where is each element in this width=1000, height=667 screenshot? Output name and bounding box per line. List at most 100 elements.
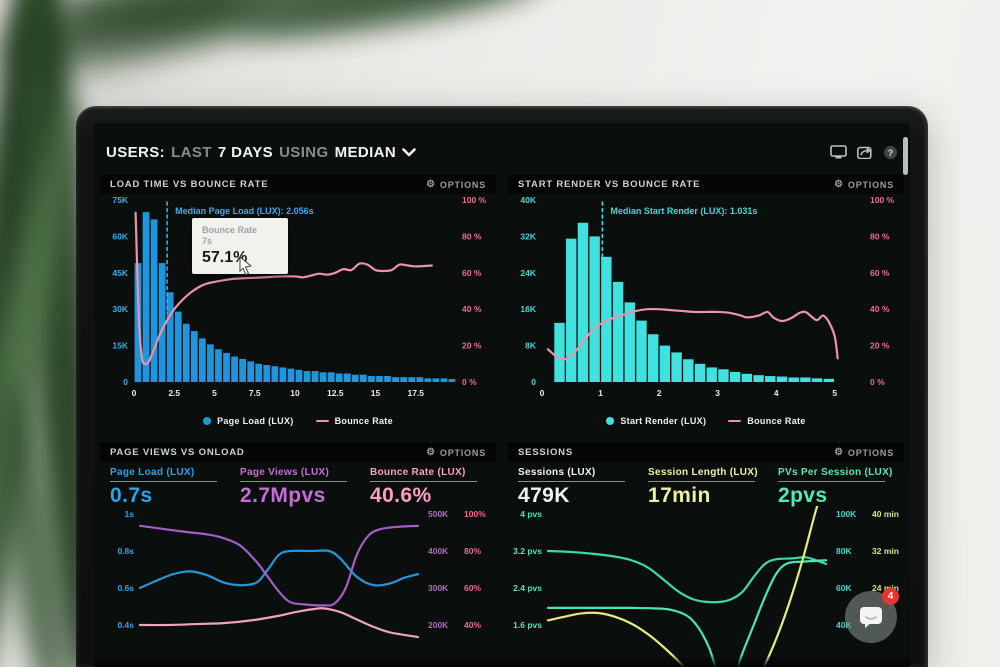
legend-line-icon [315, 419, 329, 423]
chat-button[interactable]: 4 [845, 588, 899, 643]
legend-item[interactable]: Start Render (LUX) [606, 416, 706, 426]
legend: Start Render (LUX) Bounce Rate [508, 411, 904, 431]
metric-label: Bounce Rate (LUX) [370, 467, 466, 478]
panel-title: SESSIONS [518, 447, 573, 458]
laptop-screen: USERS: LAST 7 DAYS USING MEDIAN ? [94, 123, 910, 667]
start-render-chart-canvas: 40K 32K 24K 16K 8K 0 100 % 80 % 60 % 40 % 20 % 0 % 0… [520, 195, 894, 398]
page-views-chart: 1s 0.8s 0.6s 0.4s 500K 100% 400K 80% 300K 60% 200K… [100, 506, 496, 667]
gear-icon: ⚙ [834, 446, 844, 458]
metric-value: 479K [518, 484, 570, 507]
load-time-chart-canvas: 75K 60K 45K 30K 15K 0 100 % 80 % 60 % 40 % 20 % 0 %… [112, 195, 487, 398]
svg-text:1: 1 [598, 388, 603, 398]
metric-session-length: Session Length (LUX) 17min [648, 467, 764, 508]
monitor-icon[interactable] [830, 145, 847, 159]
gear-icon: ⚙ [426, 178, 436, 190]
metric-underline [518, 481, 625, 482]
metrics-row: Sessions (LUX) 479K Session Length (LUX)… [508, 462, 904, 508]
svg-text:0: 0 [123, 377, 128, 387]
svg-text:0 %: 0 % [462, 377, 477, 387]
legend-dot-icon [606, 417, 615, 425]
share-icon[interactable] [857, 145, 873, 159]
svg-text:16K: 16K [520, 304, 536, 314]
svg-text:100 %: 100 % [462, 195, 487, 205]
svg-text:400K: 400K [428, 546, 449, 556]
gear-icon: ⚙ [834, 178, 844, 190]
svg-text:24K: 24K [520, 268, 536, 278]
chat-bubble-icon [860, 607, 882, 628]
svg-text:0 %: 0 % [870, 377, 885, 387]
panel-title: START RENDER VS BOUNCE RATE [518, 179, 701, 190]
svg-text:100K: 100K [836, 509, 857, 519]
panel-title: LOAD TIME VS BOUNCE RATE [110, 179, 269, 190]
plant-leaf [233, 0, 547, 47]
svg-text:4 pvs: 4 pvs [520, 509, 542, 519]
svg-text:20 %: 20 % [462, 341, 482, 351]
svg-text:60K: 60K [112, 231, 128, 241]
options-button[interactable]: ⚙ OPTIONS [834, 178, 894, 190]
svg-text:40K: 40K [520, 195, 536, 205]
title-prefix: USERS: [106, 143, 166, 161]
svg-text:40 %: 40 % [870, 304, 890, 314]
title-muted: USING [279, 143, 329, 161]
svg-text:5: 5 [212, 388, 217, 398]
sessions-chart: 4 pvs 3.2 pvs 2.4 pvs 1.6 pvs 100K 40 min 80K 3… [508, 485, 904, 667]
chat-unread-badge: 4 [882, 588, 899, 605]
svg-text:17.5: 17.5 [407, 388, 424, 398]
svg-text:75K: 75K [112, 195, 128, 205]
options-button[interactable]: ⚙ OPTIONS [834, 446, 894, 458]
svg-text:32 min: 32 min [872, 546, 899, 556]
title-range: 7 DAYS [217, 143, 274, 161]
tooltip-x-value: 7s [202, 236, 213, 247]
panel-start-render-vs-bounce-rate: START RENDER VS BOUNCE RATE ⚙ OPTIONS 40K… [508, 175, 904, 431]
svg-text:20 %: 20 % [870, 341, 890, 351]
scrollbar-thumb[interactable] [903, 137, 908, 175]
svg-text:0.4s: 0.4s [117, 620, 134, 630]
svg-text:300K: 300K [428, 583, 449, 593]
svg-text:100%: 100% [464, 509, 486, 519]
svg-text:15K: 15K [112, 341, 128, 351]
metric-value: 17min [648, 484, 711, 507]
svg-text:2.4 pvs: 2.4 pvs [513, 583, 542, 593]
svg-text:5: 5 [832, 388, 837, 398]
svg-text:40%: 40% [464, 620, 481, 630]
legend-item[interactable]: Page Load (LUX) [203, 416, 294, 426]
svg-text:60K: 60K [836, 583, 852, 593]
svg-text:0.6s: 0.6s [117, 583, 134, 593]
svg-text:40 min: 40 min [872, 509, 899, 519]
svg-text:8K: 8K [525, 341, 537, 351]
sessions-chart-canvas: 4 pvs 3.2 pvs 2.4 pvs 1.6 pvs 100K 40 min 80K 3… [513, 485, 899, 667]
legend-dot-icon [203, 417, 212, 425]
svg-text:0: 0 [531, 377, 536, 387]
metric-label: Sessions (LUX) [518, 467, 596, 478]
panel-page-views-vs-onload: PAGE VIEWS VS ONLOAD ⚙ OPTIONS Page Load … [100, 443, 496, 667]
metric-underline [110, 481, 217, 482]
panel-sessions: SESSIONS ⚙ OPTIONS Sessions (LUX) 479K Se… [508, 443, 904, 667]
legend-item[interactable]: Bounce Rate [315, 416, 393, 426]
options-button[interactable]: ⚙ OPTIONS [426, 178, 486, 190]
legend-item[interactable]: Bounce Rate [728, 416, 805, 426]
svg-text:2.5: 2.5 [168, 388, 180, 398]
svg-text:40K: 40K [836, 620, 852, 630]
panel-header: LOAD TIME VS BOUNCE RATE ⚙ OPTIONS [100, 175, 496, 194]
svg-text:Median Start Render (LUX): 1.0: Median Start Render (LUX): 1.031s [610, 206, 757, 216]
svg-text:10: 10 [290, 388, 300, 398]
title-metric: MEDIAN [334, 143, 397, 161]
laptop: USERS: LAST 7 DAYS USING MEDIAN ? [76, 106, 928, 667]
options-button[interactable]: ⚙ OPTIONS [426, 446, 486, 458]
metric-page-views: Page Views (LUX) 2.7Mpvs [240, 467, 356, 508]
svg-text:500K: 500K [428, 509, 449, 519]
svg-text:0.8s: 0.8s [117, 546, 134, 556]
legend-line-icon [728, 419, 742, 423]
metric-label: Page Views (LUX) [240, 467, 330, 478]
metrics-row: Page Load (LUX) 0.7s Page Views (LUX) 2.… [100, 462, 496, 508]
svg-text:3: 3 [715, 388, 720, 398]
metric-bounce-rate: Bounce Rate (LUX) 40.6% [370, 467, 486, 508]
metric-label: Page Load (LUX) [110, 467, 195, 478]
header-icons: ? [830, 145, 898, 160]
panel-title: PAGE VIEWS VS ONLOAD [110, 447, 245, 458]
svg-text:200K: 200K [428, 620, 449, 630]
help-icon[interactable]: ? [883, 145, 898, 160]
panels-grid: LOAD TIME VS BOUNCE RATE ⚙ OPTIONS 75K 60K… [100, 175, 904, 667]
users-range-dropdown[interactable]: USERS: LAST 7 DAYS USING MEDIAN [106, 144, 416, 161]
tooltip-value: 57.1% [202, 248, 248, 266]
